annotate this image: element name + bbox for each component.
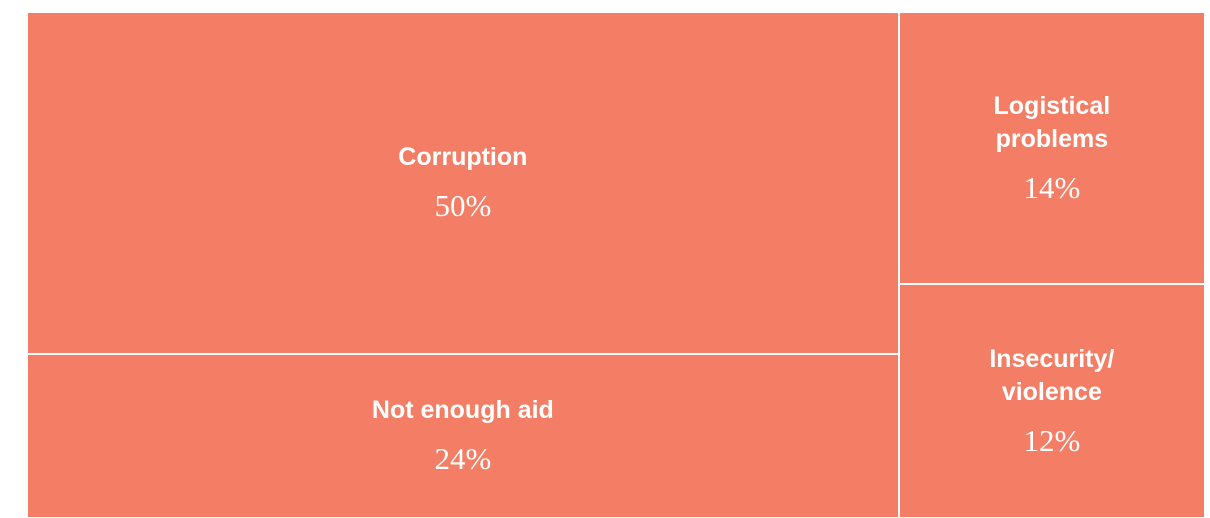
cell-label: Logistical problems — [993, 92, 1111, 154]
cell-label: Insecurity/ violence — [989, 345, 1115, 407]
cell-label: Corruption — [398, 143, 528, 172]
value-label: 24% — [434, 441, 492, 477]
treemap-cell: Logistical problems 14% — [899, 13, 1204, 284]
treemap-cell: Insecurity/ violence 12% — [899, 285, 1204, 517]
value-label: 14% — [1023, 170, 1081, 206]
treemap-cell: Corruption 50% — [28, 13, 898, 353]
treemap-cell: Not enough aid 24% — [28, 354, 898, 517]
value-label: 12% — [1023, 423, 1081, 459]
cell-label: Not enough aid — [371, 396, 554, 425]
value-label: 50% — [434, 188, 492, 224]
